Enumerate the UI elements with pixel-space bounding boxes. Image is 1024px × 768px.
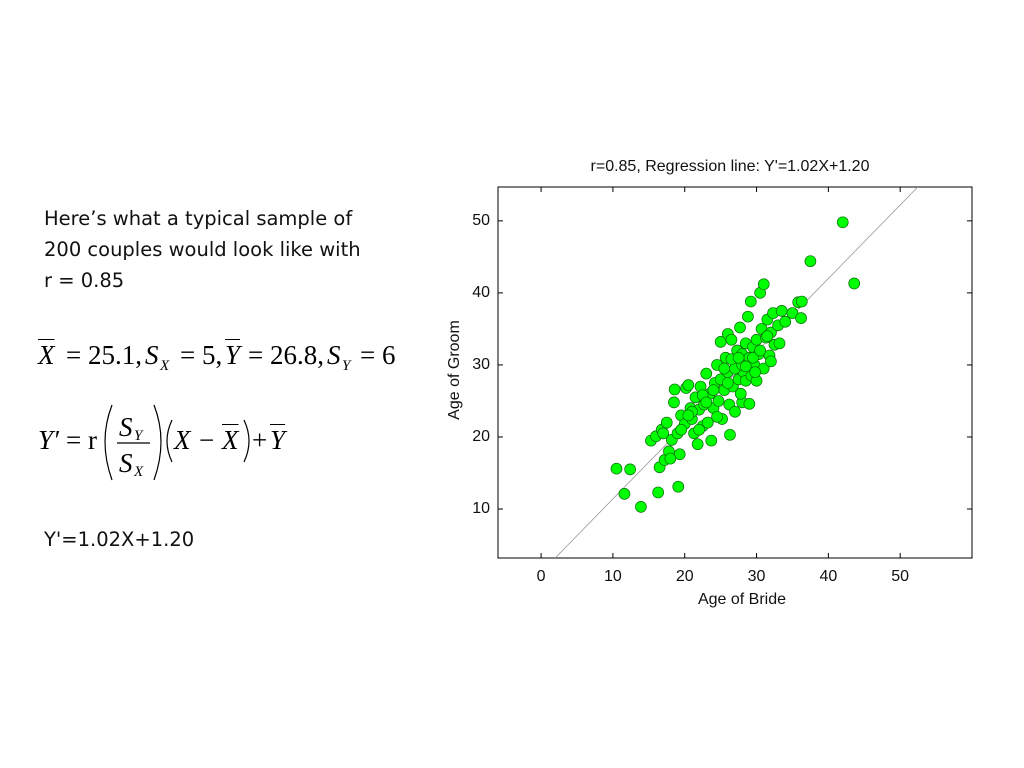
data-point (707, 384, 720, 396)
intro-line: Here’s what a typical sample of (44, 207, 353, 230)
data-point (652, 486, 665, 499)
bracket (104, 404, 113, 481)
data-point (705, 434, 718, 447)
data-point (742, 310, 754, 323)
eq-token: − (199, 425, 215, 455)
eq-token: = r (66, 425, 97, 455)
data-point (682, 409, 695, 422)
eq-token: S (145, 340, 159, 370)
eq-token: S (119, 412, 133, 442)
eq-token: = 25.1, (66, 340, 142, 370)
y-tick-label: 30 (472, 356, 490, 373)
x-tick-label: 0 (537, 568, 546, 585)
x-tick-label: 40 (819, 568, 837, 585)
data-point (721, 377, 734, 389)
data-point (691, 438, 704, 451)
data-point (711, 410, 723, 423)
bracket (166, 419, 173, 463)
data-point (754, 344, 766, 357)
y-tick-label: 50 (472, 212, 490, 229)
data-point (693, 423, 705, 436)
eq-token: X (174, 425, 191, 455)
y-tick-label: 10 (472, 500, 490, 517)
y-tick-label: 40 (472, 284, 490, 301)
data-point (635, 501, 647, 513)
data-point (700, 367, 713, 380)
eq-token: + (252, 425, 268, 455)
x-tick-label: 20 (676, 568, 694, 585)
intro-line: r = 0.85 (44, 269, 125, 292)
x-tick-label: 30 (748, 568, 766, 585)
eq-token: X (160, 358, 170, 374)
data-point (765, 355, 777, 368)
data-point (744, 295, 757, 308)
eq-token: Y (270, 425, 286, 455)
data-point (795, 295, 808, 308)
eq-token: Y (134, 428, 143, 444)
bracket (153, 404, 162, 481)
data-point (734, 387, 747, 400)
intro-line: 200 couples would look like with (44, 238, 361, 261)
data-point (682, 379, 695, 391)
eq-token: Y (342, 358, 351, 374)
data-point (795, 312, 807, 324)
eq-token: Y (225, 340, 241, 370)
data-point (725, 333, 738, 346)
data-point (701, 416, 714, 429)
data-point (757, 278, 770, 291)
data-point (718, 362, 731, 375)
data-point (664, 452, 677, 465)
data-point (749, 366, 761, 378)
y-axis-label: Age of Groom (446, 320, 463, 420)
data-point (660, 416, 673, 429)
eq-token: X (38, 340, 55, 370)
data-point (739, 360, 752, 373)
eq-token: = 26.8, (248, 340, 324, 370)
data-point (724, 428, 736, 441)
chart-title: r=0.85, Regression line: Y'=1.02X+1.20 (591, 158, 870, 175)
x-tick-label: 50 (891, 568, 909, 585)
data-point (848, 277, 861, 290)
data-point (732, 351, 745, 364)
data-point (779, 315, 792, 328)
eq-token: S (327, 340, 341, 370)
plot-area (554, 187, 919, 558)
data-point (672, 480, 685, 493)
data-point (836, 216, 849, 229)
data-point (618, 488, 631, 500)
data-point (610, 462, 623, 475)
data-point (761, 330, 774, 342)
data-point (668, 383, 681, 396)
eq-token: = 5, (180, 340, 223, 370)
x-tick-label: 10 (604, 568, 622, 585)
data-point (804, 255, 817, 268)
data-point (786, 307, 799, 319)
data-point (734, 321, 746, 334)
data-point (729, 405, 741, 418)
eq-token: Y′ (38, 425, 59, 455)
data-point (657, 427, 670, 440)
equation-brackets (104, 404, 250, 481)
data-point (624, 463, 636, 476)
x-axis-label: Age of Bride (698, 591, 786, 608)
eq-token: X (222, 425, 239, 455)
data-point (700, 396, 713, 409)
data-point (775, 305, 788, 317)
data-point (712, 395, 725, 407)
eq-token: X (134, 464, 144, 480)
eq-token: = 6 (360, 340, 396, 370)
intro-text: Here’s what a typical sample of 200 coup… (44, 203, 361, 296)
eq-token: S (119, 448, 133, 478)
y-tick-label: 20 (472, 428, 490, 445)
data-point (773, 337, 786, 350)
data-point (747, 351, 759, 364)
bracket (243, 419, 250, 463)
data-point (675, 423, 687, 436)
data-point (743, 397, 756, 410)
data-point (668, 396, 680, 409)
result-text: Y'=1.02X+1.20 (44, 528, 195, 551)
